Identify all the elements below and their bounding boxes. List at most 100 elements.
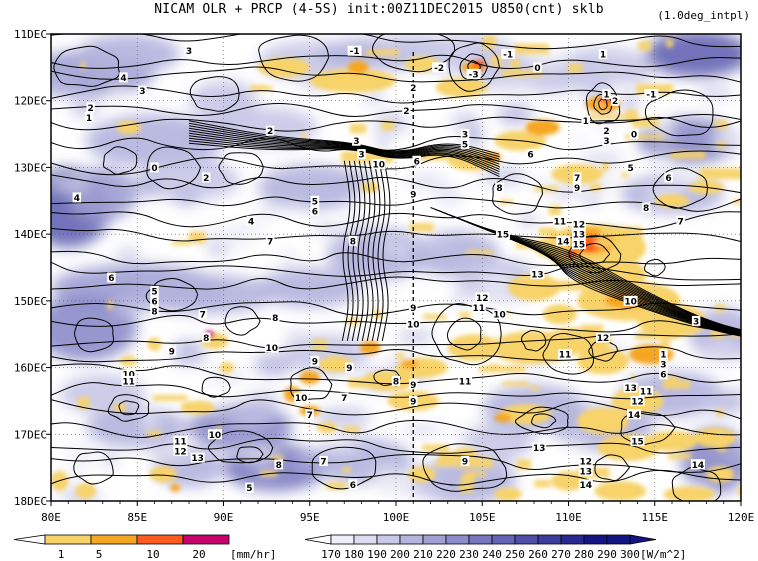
precip-colorbar-label: 20 [192,548,205,561]
contour-label: 12 [579,457,592,467]
olr-colorbar-arrow-right [629,534,657,545]
contour-label-bg [305,409,314,420]
contour-label: 4 [248,217,254,227]
contour-label: 2 [603,127,609,137]
contour-label-bg [691,315,701,326]
olr-colorbar-box [422,534,447,545]
olr-colorbar-label: 300 [620,548,640,561]
contour-label-bg [571,229,586,240]
contour-label-bg [556,235,571,246]
contour-label-bg [245,482,254,493]
contour-label: 2 [410,84,416,94]
contour-label-bg [572,172,582,183]
contour-label: 12 [174,447,187,457]
x-tick-label: 85E [127,511,147,524]
y-tick-label: 15DEC [14,295,47,308]
contour-label: 13 [533,444,546,454]
contour-label-bg [310,195,320,206]
contour-label-bg [412,155,421,166]
y-tick-label: 11DEC [14,28,47,41]
contour-label: -1 [503,51,513,61]
olr-colorbar-arrow-left [304,534,332,545]
olr-colorbar-box [399,534,424,545]
contour-label: 4 [74,194,80,204]
contour-label: 8 [350,237,356,247]
contour-label-bg [265,125,275,136]
olr-colorbar-label: 190 [367,548,387,561]
contour-label: 1 [583,117,589,127]
contour-label: 10 [266,344,279,354]
contour-label-bg [432,62,447,73]
contour-label: 11 [559,351,572,361]
x-tick-label: 115E [642,511,669,524]
contour-label: 0 [631,131,637,141]
contour-label-bg [578,465,593,476]
contour-label: 12 [573,221,586,231]
contour-label: 1 [603,91,609,101]
precip-colorbar-box [90,534,138,545]
contour-label: 15 [573,241,586,251]
contour-label: 9 [169,347,175,357]
contour-label: 9 [462,457,468,467]
contour-label: 13 [191,454,204,464]
x-tick-label: 100E [383,511,410,524]
contour-label-bg [471,302,486,313]
y-tick-label: 12DEC [14,95,47,108]
contour-label-bg [552,215,567,226]
precip-colorbar-label: 1 [58,548,65,561]
contour-label-bg [458,375,472,386]
olr-colorbar-box [537,534,562,545]
contour-label-bg [409,82,418,93]
olr-colorbar-label: 290 [597,548,617,561]
olr-colorbar-box [491,534,516,545]
interpolation-note: (1.0deg_intpl) [657,9,750,22]
contour-label-bg [639,385,654,396]
contour-label: 5 [151,287,157,297]
contour-label: 3 [603,137,609,147]
contour-label: 3 [139,87,145,97]
x-tick-label: 105E [469,511,496,524]
olr-colorbar-label: 180 [344,548,364,561]
contour-label-bg [150,295,159,306]
contour-label-bg [578,455,593,466]
contour-label: 6 [108,274,114,284]
contour-label: 13 [573,231,586,241]
y-tick-label: 18DEC [14,495,47,508]
contour-label-bg [641,202,651,213]
contour-label-bg [596,332,610,343]
contour-label-bg [602,135,611,146]
olr-colorbar-label: 170 [321,548,341,561]
contour-label-bg [532,442,547,453]
axes: 80E 85E 90E 95E 100E 105E 110E 115E 120E 11DEC 12D… [14,28,754,524]
contour-label-bg [659,349,668,360]
contour-label-bg [630,435,645,446]
contour-label: 14 [557,237,570,247]
y-tick-label: 16DEC [14,362,47,375]
olr-colorbar-box [376,534,401,545]
contour-label-bg [310,355,320,366]
contour-label-bg [184,45,194,56]
contour-label: 10 [624,297,637,307]
contour-label: 13 [579,467,592,477]
contour-label-bg [319,455,328,466]
contour-label: 2 [203,174,209,184]
contour-label-bg [207,429,222,440]
contour-label: 12 [597,334,610,344]
contour-label-bg [664,172,673,183]
olr-colorbar-box [353,534,378,545]
contour-label-bg [571,239,586,250]
grid-lines [51,34,741,501]
olr-colorbar-box [514,534,539,545]
contour-label: 10 [122,371,135,381]
contour-label: 6 [665,174,671,184]
contour-label-bg [173,445,188,456]
contour-label-bg [294,392,309,403]
contour-label-bg [72,192,82,203]
contour-label: 8 [276,461,282,471]
contour-label-bg [602,89,611,100]
contour-label-bg [644,89,659,100]
contour-label: 11 [473,304,486,314]
olr-colorbar-label: 210 [413,548,433,561]
contour-label: 2 [612,97,618,107]
